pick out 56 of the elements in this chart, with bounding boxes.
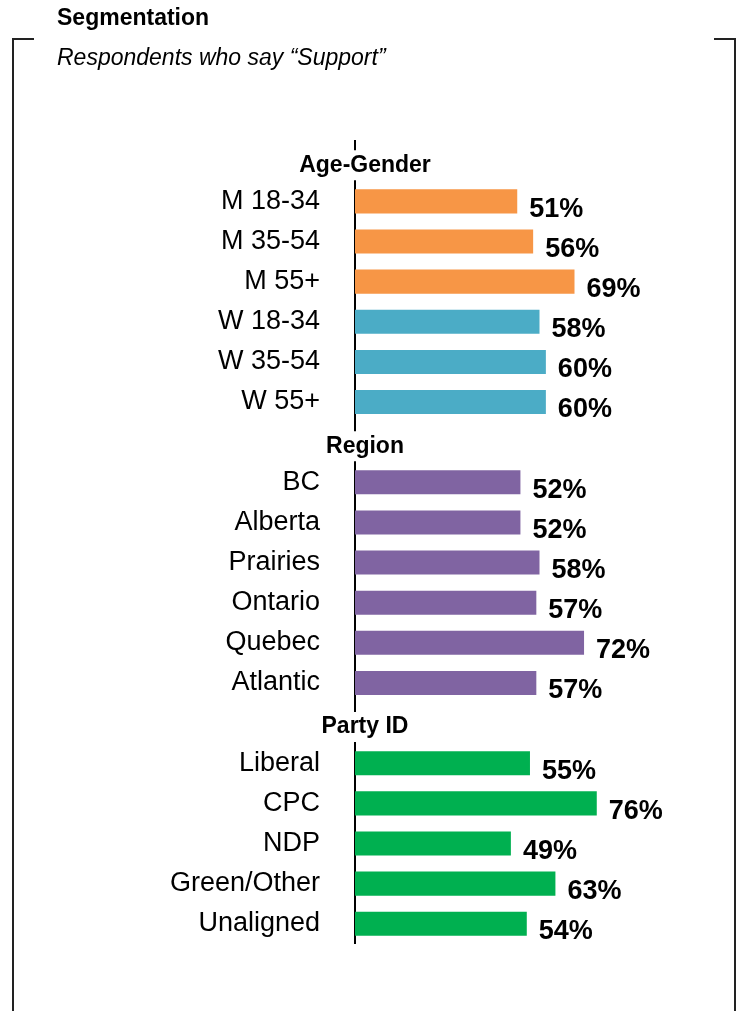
y-tick-label: Liberal bbox=[238, 746, 320, 777]
data-label: 56% bbox=[545, 232, 600, 263]
data-label: 52% bbox=[532, 473, 587, 504]
data-label: 52% bbox=[532, 513, 587, 544]
y-tick-label: BC bbox=[282, 465, 320, 496]
bar bbox=[355, 751, 530, 776]
y-tick-label: Age-Gender bbox=[299, 150, 431, 177]
y-tick-label: W 35-54 bbox=[217, 345, 320, 376]
bar bbox=[355, 831, 511, 856]
y-tick-label: Quebec bbox=[225, 626, 320, 657]
bar bbox=[355, 229, 534, 254]
y-tick-label: CPC bbox=[262, 786, 320, 817]
y-tick-label: Ontario bbox=[231, 586, 320, 617]
y-tick-label: Prairies bbox=[228, 546, 320, 577]
bar bbox=[355, 189, 518, 214]
y-tick-label: Party ID bbox=[321, 712, 409, 739]
data-label: 72% bbox=[596, 634, 651, 665]
bar bbox=[355, 791, 597, 816]
data-label: 60% bbox=[557, 353, 612, 384]
y-tick-label: Unaligned bbox=[198, 907, 320, 938]
y-tick-label: W 55+ bbox=[241, 385, 320, 416]
data-label: 69% bbox=[586, 273, 641, 304]
y-tick-label: M 35-54 bbox=[220, 224, 320, 255]
data-label: 63% bbox=[567, 875, 622, 906]
data-label: 76% bbox=[608, 794, 663, 825]
chart-subtitle: Respondents who say “Support” bbox=[57, 44, 386, 71]
bar bbox=[355, 269, 575, 294]
y-tick-label: NDP bbox=[262, 826, 320, 857]
text: Segmentation bbox=[57, 4, 210, 31]
data-label: 51% bbox=[529, 192, 584, 223]
bar bbox=[355, 470, 521, 495]
data-label: 60% bbox=[557, 393, 612, 424]
y-tick-label: M 55+ bbox=[244, 265, 320, 296]
data-label: 54% bbox=[538, 915, 593, 946]
y-tick-label: Atlantic bbox=[231, 666, 320, 697]
data-label: 57% bbox=[548, 674, 603, 705]
bar bbox=[355, 630, 585, 655]
y-tick-label: Green/Other bbox=[169, 867, 320, 898]
bar bbox=[355, 349, 546, 374]
y-tick-label: W 18-34 bbox=[217, 305, 320, 336]
bar bbox=[355, 590, 537, 615]
bar bbox=[355, 510, 521, 535]
data-label: 55% bbox=[541, 754, 597, 785]
data-label: 58% bbox=[551, 313, 606, 344]
bar bbox=[355, 911, 527, 936]
bar bbox=[355, 309, 540, 334]
y-tick-label: Region bbox=[326, 431, 404, 458]
data-label: 49% bbox=[522, 834, 577, 865]
bar bbox=[355, 390, 546, 415]
data-label: 58% bbox=[551, 554, 606, 585]
bar bbox=[355, 550, 540, 575]
data-label: 57% bbox=[548, 594, 603, 625]
bar bbox=[355, 871, 556, 896]
y-tick-label: M 18-34 bbox=[220, 184, 320, 215]
bar bbox=[355, 670, 537, 695]
y-tick-label: Alberta bbox=[234, 505, 321, 536]
